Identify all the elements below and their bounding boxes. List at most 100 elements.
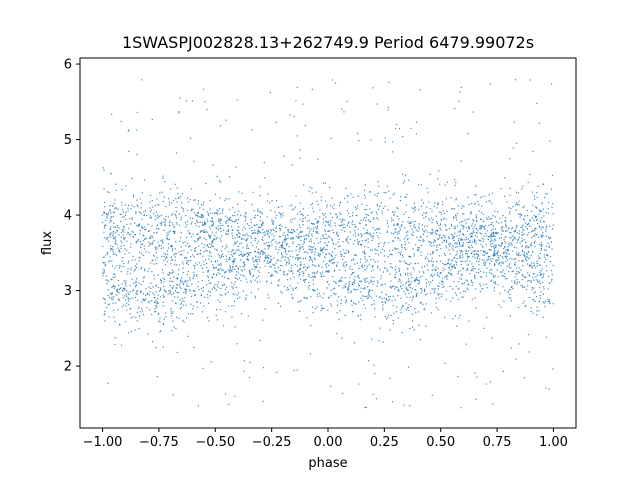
data-point (545, 254, 547, 257)
data-point (494, 228, 496, 230)
data-point (270, 282, 272, 284)
data-point (431, 210, 433, 212)
data-point (222, 224, 224, 226)
data-point (405, 174, 407, 176)
data-point (445, 263, 447, 265)
data-point (486, 217, 488, 219)
data-point (160, 214, 163, 217)
data-point (267, 230, 269, 232)
data-point (246, 238, 248, 241)
data-point (374, 372, 376, 375)
data-point (336, 217, 338, 219)
data-point (236, 230, 239, 232)
data-point (380, 284, 382, 286)
data-point (344, 296, 346, 298)
data-point (328, 264, 330, 267)
data-point (145, 298, 147, 300)
data-point (518, 236, 520, 239)
data-point (474, 250, 477, 252)
data-point (374, 316, 376, 318)
data-point (346, 237, 348, 240)
data-point (196, 275, 198, 277)
x-tick-label: 0.50 (426, 435, 455, 450)
data-point (210, 228, 212, 230)
data-point (318, 255, 321, 257)
data-point (123, 289, 125, 291)
data-point (104, 264, 106, 267)
data-point (158, 204, 160, 206)
data-point (503, 251, 505, 254)
data-point (485, 244, 487, 246)
data-point (433, 239, 435, 241)
data-point (519, 267, 521, 269)
data-point (549, 261, 552, 263)
data-point (363, 217, 365, 219)
data-point (392, 319, 394, 322)
data-point (268, 246, 270, 248)
data-point (124, 283, 127, 285)
data-point (501, 255, 503, 258)
data-point (432, 231, 434, 233)
data-point (212, 164, 214, 166)
data-point (432, 264, 434, 266)
data-point (456, 258, 458, 260)
data-point (240, 269, 242, 271)
data-point (550, 188, 553, 190)
data-point (396, 286, 398, 288)
data-point (229, 216, 231, 219)
data-point (464, 219, 466, 221)
data-point (408, 280, 410, 282)
data-point (125, 293, 127, 296)
data-point (522, 274, 524, 276)
data-point (527, 258, 530, 260)
data-point (154, 249, 157, 251)
data-point (354, 276, 356, 278)
data-point (204, 220, 206, 222)
data-point (454, 184, 456, 187)
data-point (193, 271, 195, 273)
data-point (121, 242, 123, 244)
data-point (162, 346, 164, 348)
data-point (361, 265, 363, 267)
data-point (521, 275, 523, 277)
data-point (418, 247, 420, 249)
data-point (262, 222, 264, 224)
data-point (184, 241, 186, 243)
data-point (197, 212, 199, 214)
data-point (176, 187, 178, 189)
data-point (102, 167, 104, 169)
data-point (471, 246, 473, 248)
data-point (538, 243, 540, 246)
data-point (502, 262, 505, 264)
data-point (482, 225, 484, 228)
data-point (510, 232, 512, 234)
data-point (281, 292, 283, 294)
data-point (242, 261, 244, 264)
data-point (115, 302, 117, 304)
data-point (408, 216, 410, 219)
data-point (409, 405, 411, 407)
data-point (114, 199, 116, 201)
data-point (329, 261, 331, 263)
data-point (187, 285, 189, 287)
data-point (149, 194, 152, 197)
data-point (531, 237, 533, 239)
data-point (524, 305, 527, 307)
data-point (523, 251, 526, 254)
data-point (163, 281, 165, 283)
data-point (257, 240, 260, 242)
data-point (409, 272, 411, 274)
data-point (231, 232, 233, 235)
data-point (132, 289, 135, 291)
data-point (240, 253, 243, 255)
data-point (315, 308, 317, 310)
data-point (523, 254, 525, 256)
data-point (386, 231, 388, 233)
data-point (410, 222, 412, 224)
data-point (518, 230, 520, 232)
data-point (179, 254, 181, 256)
data-point (308, 273, 310, 276)
data-point (424, 258, 426, 260)
data-point (532, 230, 534, 232)
data-point (520, 269, 522, 271)
